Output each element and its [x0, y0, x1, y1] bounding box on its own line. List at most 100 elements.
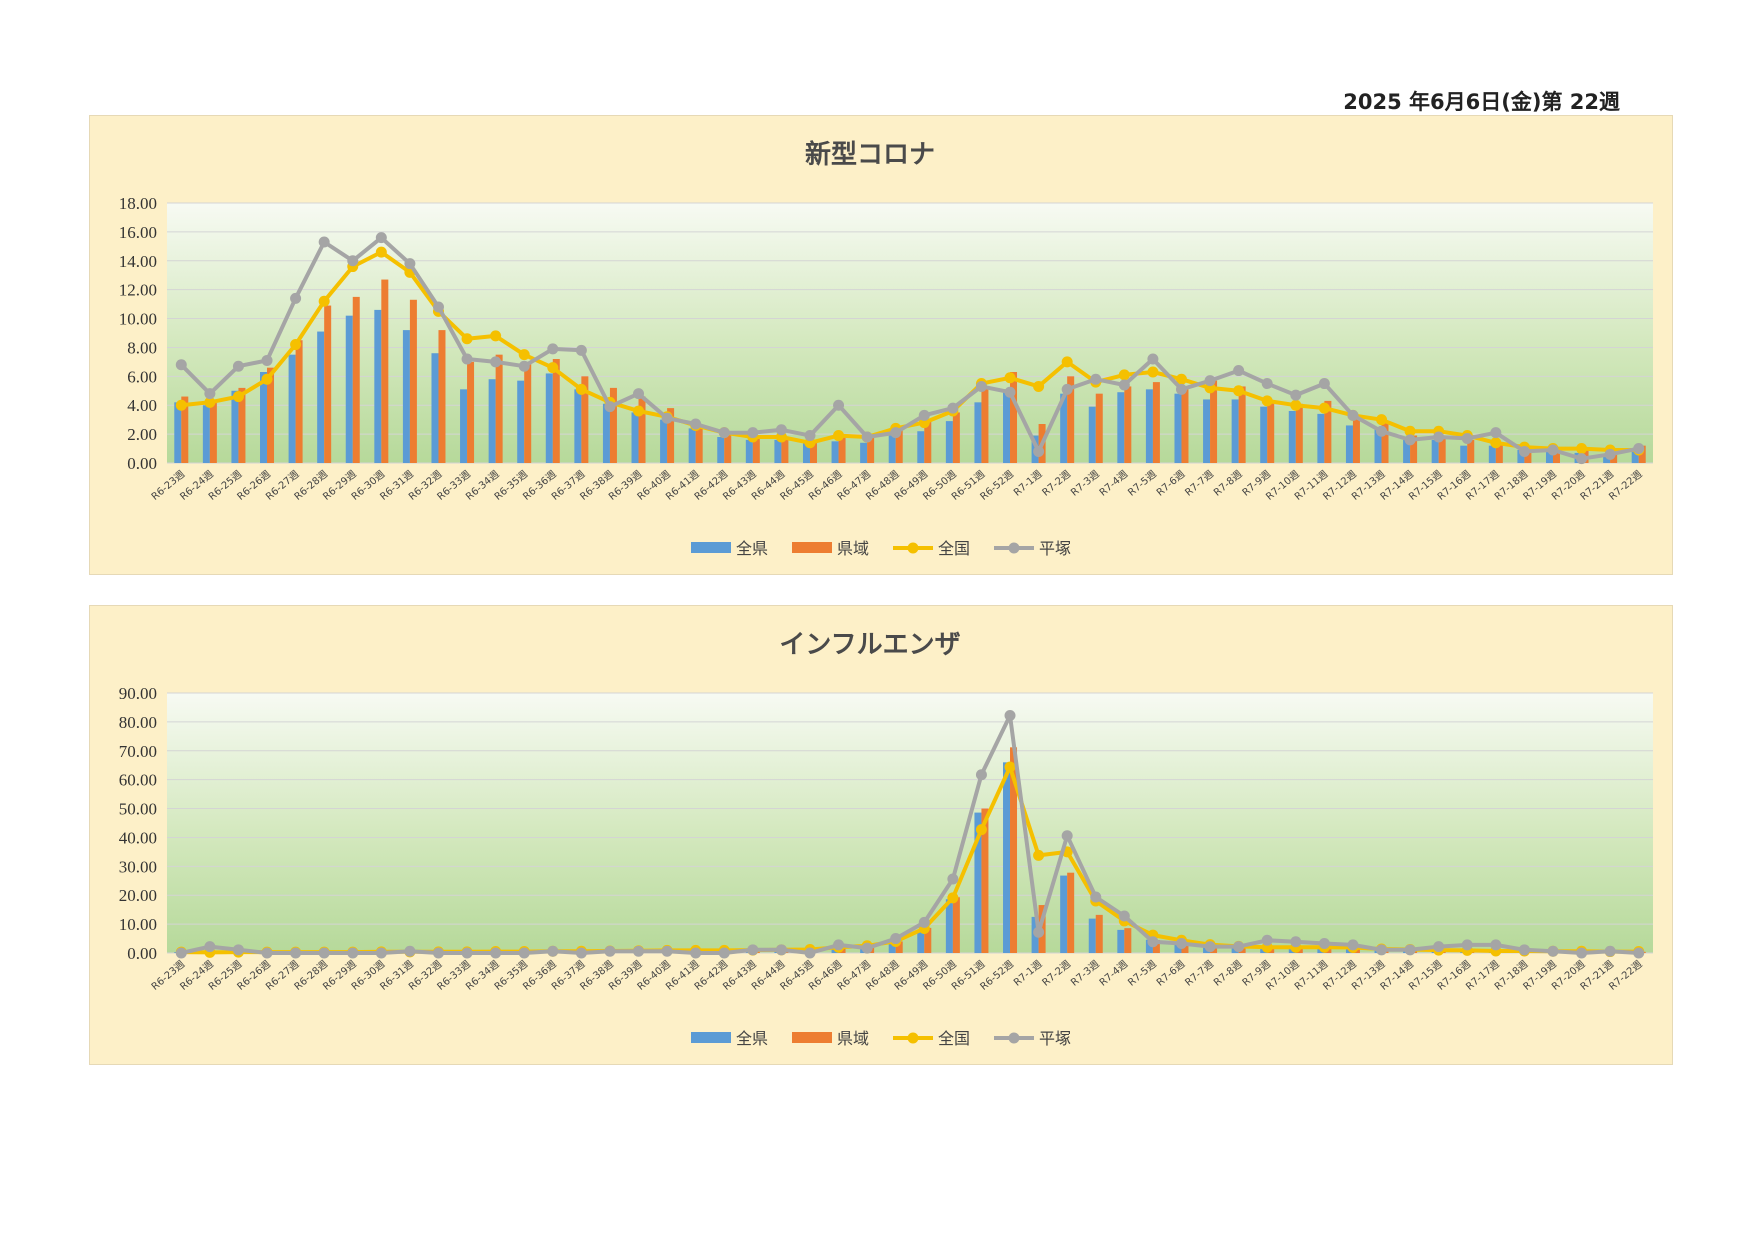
point-hiratsuka [1090, 891, 1102, 903]
point-hiratsuka [175, 359, 187, 371]
point-hiratsuka [1004, 710, 1016, 722]
bar-kenki [238, 387, 246, 463]
bar-zenken [917, 929, 925, 953]
y-tick-label: 0.00 [127, 944, 157, 963]
point-hiratsuka [404, 945, 416, 957]
bar-kenki [895, 429, 903, 463]
point-hiratsuka [204, 388, 216, 400]
point-zenkoku [1004, 761, 1016, 773]
bar-zenken [1288, 411, 1296, 463]
bar-kenki [352, 296, 360, 463]
point-zenkoku [833, 430, 845, 442]
point-hiratsuka [490, 947, 502, 959]
point-hiratsuka [718, 427, 730, 439]
y-tick-label: 70.00 [119, 742, 157, 761]
legend-marker [1008, 1032, 1020, 1044]
legend-marker [1008, 542, 1020, 554]
point-hiratsuka [261, 354, 273, 366]
bar-zenken [345, 315, 353, 463]
y-tick-label: 16.00 [119, 223, 157, 242]
point-hiratsuka [633, 945, 645, 957]
bar-kenki [838, 437, 846, 463]
point-hiratsuka [1033, 445, 1045, 457]
bar-kenki [1010, 747, 1018, 953]
point-hiratsuka [375, 232, 387, 244]
point-hiratsuka [1290, 936, 1302, 948]
bar-kenki [209, 400, 217, 463]
bar-zenken [517, 380, 525, 463]
bar-zenken [1203, 399, 1211, 463]
bar-kenki [267, 367, 275, 463]
point-hiratsuka [261, 947, 273, 959]
influenza-chart: インフルエンザ 0.00 10.00 20.00 30.00 40.00 50.00 60.0… [119, 630, 1653, 1048]
point-hiratsuka [1433, 431, 1445, 443]
report-date: 2025 年6月6日(金)第 22週 [1343, 90, 1620, 114]
point-hiratsuka [1204, 941, 1216, 953]
x-tick-label: R7-2週 [1040, 958, 1073, 989]
point-hiratsuka [861, 431, 873, 443]
bar-zenken [488, 379, 496, 463]
point-hiratsuka [975, 380, 987, 392]
point-hiratsuka [318, 947, 330, 959]
point-hiratsuka [1433, 941, 1445, 953]
chart-panel-covid: 新型コロナ 0.00 2.00 4.00 6.00 8.00 10.00 12.00 14.00… [89, 115, 1673, 575]
bar-zenken [1174, 943, 1182, 953]
x-tick-label: R7-3週 [1068, 958, 1101, 989]
bar-zenken [631, 412, 639, 463]
point-hiratsuka [1490, 939, 1502, 951]
point-hiratsuka [1147, 353, 1159, 365]
point-hiratsuka [1175, 383, 1187, 395]
point-hiratsuka [1490, 427, 1502, 439]
bar-kenki [867, 435, 875, 463]
bar-kenki [1067, 872, 1075, 953]
line-hiratsuka [179, 235, 1640, 461]
point-zenkoku [1061, 356, 1073, 368]
bar-zenken [1003, 762, 1011, 953]
legend-item: 平塚 [994, 1029, 1071, 1048]
x-tick-label: R7-4週 [1097, 958, 1130, 989]
point-hiratsuka [1518, 445, 1530, 457]
point-hiratsuka [661, 945, 673, 957]
bar-zenken [460, 389, 468, 463]
legend-item: 県域 [792, 539, 869, 558]
point-hiratsuka [318, 236, 330, 248]
bar-zenken [745, 439, 753, 463]
point-hiratsuka [432, 301, 444, 313]
bar-zenken [1060, 393, 1068, 463]
bar-zenken [402, 330, 410, 463]
bar-zenken [974, 812, 982, 953]
point-hiratsuka [575, 947, 587, 959]
point-hiratsuka [547, 945, 559, 957]
point-hiratsuka [1118, 910, 1130, 922]
bar-kenki [1295, 403, 1303, 463]
point-hiratsuka [1090, 373, 1102, 385]
legend-swatch [691, 1032, 731, 1043]
point-zenkoku [1147, 366, 1159, 378]
bar-kenki [552, 359, 560, 463]
bar-kenki [1181, 944, 1189, 953]
point-hiratsuka [1118, 379, 1130, 391]
point-hiratsuka [290, 947, 302, 959]
bar-kenki [381, 279, 389, 463]
point-zenkoku [461, 333, 473, 345]
point-zenkoku [633, 405, 645, 417]
y-tick-label: 4.00 [127, 396, 157, 415]
bar-kenki [1438, 437, 1446, 463]
point-zenkoku [232, 391, 244, 403]
bar-zenken [317, 331, 325, 463]
bar-zenken [1260, 406, 1268, 463]
point-hiratsuka [1290, 389, 1302, 401]
y-tick-label: 2.00 [127, 425, 157, 444]
x-tick-label: R7-6週 [1154, 958, 1187, 989]
bar-kenki [181, 396, 189, 463]
point-hiratsuka [861, 942, 873, 954]
bar-kenki [1124, 386, 1132, 463]
bar-zenken [1317, 413, 1325, 463]
y-tick-label: 0.00 [127, 454, 157, 473]
bar-zenken [1345, 425, 1353, 463]
bar-zenken [917, 431, 925, 463]
point-hiratsuka [1261, 378, 1273, 390]
bar-zenken [174, 402, 182, 463]
bar-kenki [1210, 380, 1218, 463]
bar-zenken [288, 354, 296, 463]
